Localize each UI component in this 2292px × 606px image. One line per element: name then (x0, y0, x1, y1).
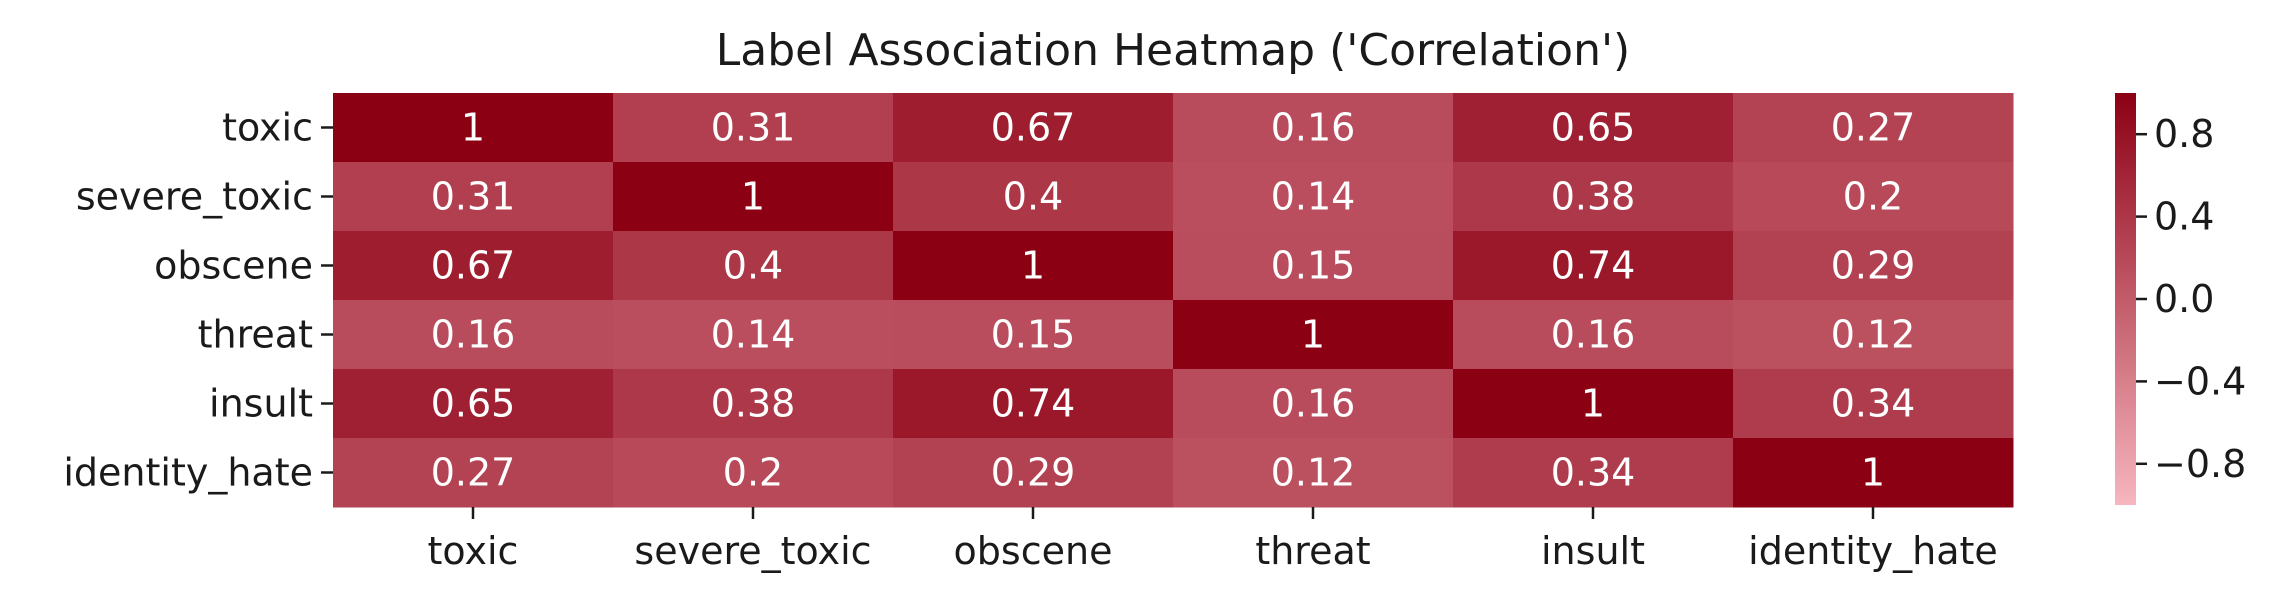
heatmap-cell (1453, 438, 1734, 508)
cell-value-label: 0.14 (1271, 175, 1356, 219)
cell-value-label: 0.38 (1551, 175, 1636, 219)
heatmap-cell (1453, 162, 1734, 232)
heatmap-cell (333, 93, 614, 163)
cell-value-label: 0.67 (431, 244, 516, 288)
cell-value-label: 0.31 (431, 175, 516, 219)
cell-value-label: 0.27 (431, 451, 516, 495)
cell-value-label: 0.15 (1271, 244, 1356, 288)
cell-value-label: 0.16 (1551, 313, 1636, 357)
heatmap-cell (893, 300, 1174, 370)
cell-value-label: 0.29 (1831, 244, 1916, 288)
heatmap-cell (1453, 300, 1734, 370)
colorbar-tick-label: 0.8 (2154, 112, 2214, 156)
colorbar-gradient (2115, 93, 2136, 505)
heatmap-cell (333, 369, 614, 439)
cell-value-label: 1 (1861, 451, 1885, 495)
cell-value-label: 1 (741, 175, 765, 219)
x-tick-label: identity_hate (1748, 529, 1998, 573)
cell-value-label: 0.34 (1551, 451, 1636, 495)
cell-value-label: 0.29 (991, 451, 1076, 495)
x-tick-label: obscene (954, 529, 1113, 573)
heatmap-cell (1733, 231, 2014, 301)
y-tick-label: insult (209, 382, 313, 426)
heatmap-cell (1173, 438, 1454, 508)
cell-value-label: 0.12 (1271, 451, 1356, 495)
heatmap-cell (333, 300, 614, 370)
heatmap-cell (1173, 300, 1454, 370)
cell-value-label: 0.27 (1831, 106, 1916, 150)
cell-value-label: 0.67 (991, 106, 1076, 150)
cell-value-label: 0.16 (1271, 382, 1356, 426)
cell-value-label: 0.12 (1831, 313, 1916, 357)
heatmap-cell (1453, 369, 1734, 439)
y-tick-label: obscene (154, 244, 313, 288)
heatmap-cell (1173, 369, 1454, 439)
y-tick-label: toxic (222, 106, 313, 150)
y-tick-label: identity_hate (63, 451, 313, 495)
cell-value-label: 0.4 (723, 244, 783, 288)
colorbar: 0.8 0.4 0.0 −0.4 −0.8 (2115, 93, 2246, 505)
cell-value-label: 0.74 (991, 382, 1076, 426)
chart-title: Label Association Heatmap ('Correlation'… (716, 25, 1630, 76)
colorbar-tick-label: 0.0 (2154, 277, 2214, 321)
cell-value-label: 0.38 (711, 382, 796, 426)
cell-value-label: 0.34 (1831, 382, 1916, 426)
heatmap-cell (1453, 231, 1734, 301)
heatmap-cell (613, 93, 894, 163)
cell-value-label: 0.74 (1551, 244, 1636, 288)
heatmap-cell (613, 300, 894, 370)
cell-value-label: 0.65 (431, 382, 516, 426)
heatmap-cell (333, 438, 614, 508)
heatmap-cell (1733, 369, 2014, 439)
heatmap-cell (613, 369, 894, 439)
cell-value-label: 0.2 (1843, 175, 1903, 219)
cell-value-label: 0.15 (991, 313, 1076, 357)
cell-value-label: 0.14 (711, 313, 796, 357)
colorbar-tick-label: 0.4 (2154, 195, 2214, 239)
cell-value-label: 0.65 (1551, 106, 1636, 150)
cell-value-label: 1 (1301, 313, 1325, 357)
heatmap-cell (893, 93, 1174, 163)
heatmap-cell (613, 438, 894, 508)
heatmap-cell (1733, 93, 2014, 163)
cell-value-label: 1 (1581, 382, 1605, 426)
heatmap-cell (333, 231, 614, 301)
x-tick-label: insult (1541, 529, 1645, 573)
heatmap-cell (893, 369, 1174, 439)
heatmap-cell (1173, 231, 1454, 301)
heatmap-cell (893, 162, 1174, 232)
cell-value-label: 0.16 (431, 313, 516, 357)
cell-value-label: 0.31 (711, 106, 796, 150)
heatmap-cell (1453, 93, 1734, 163)
heatmap-cells: 1 0.31 0.67 0.16 0.65 0.27 0.31 1 0.4 0.14 0.38 0.2… (333, 93, 2014, 508)
cell-value-label: 0.16 (1271, 106, 1356, 150)
colorbar-tick-label: −0.4 (2154, 359, 2246, 403)
heatmap-cell (1733, 162, 2014, 232)
cell-value-label: 0.2 (723, 451, 783, 495)
heatmap-cell (1173, 93, 1454, 163)
cell-value-label: 1 (1021, 244, 1045, 288)
colorbar-tick-label: −0.8 (2154, 442, 2246, 486)
x-tick-label: threat (1255, 529, 1370, 573)
heatmap-cell (613, 231, 894, 301)
y-tick-label: severe_toxic (76, 175, 313, 219)
y-tick-label: threat (198, 313, 313, 357)
heatmap-cell (1173, 162, 1454, 232)
heatmap-cell (893, 231, 1174, 301)
heatmap-cell (1733, 438, 2014, 508)
heatmap-cell (1733, 300, 2014, 370)
cell-value-label: 0.4 (1003, 175, 1063, 219)
heatmap-cell (613, 162, 894, 232)
heatmap-cell (893, 438, 1174, 508)
heatmap-cell (333, 162, 614, 232)
x-axis-tick-labels: toxic severe_toxic obscene threat insult iden… (428, 507, 1998, 573)
x-tick-label: toxic (428, 529, 519, 573)
x-tick-label: severe_toxic (634, 529, 871, 573)
cell-value-label: 1 (461, 106, 485, 150)
